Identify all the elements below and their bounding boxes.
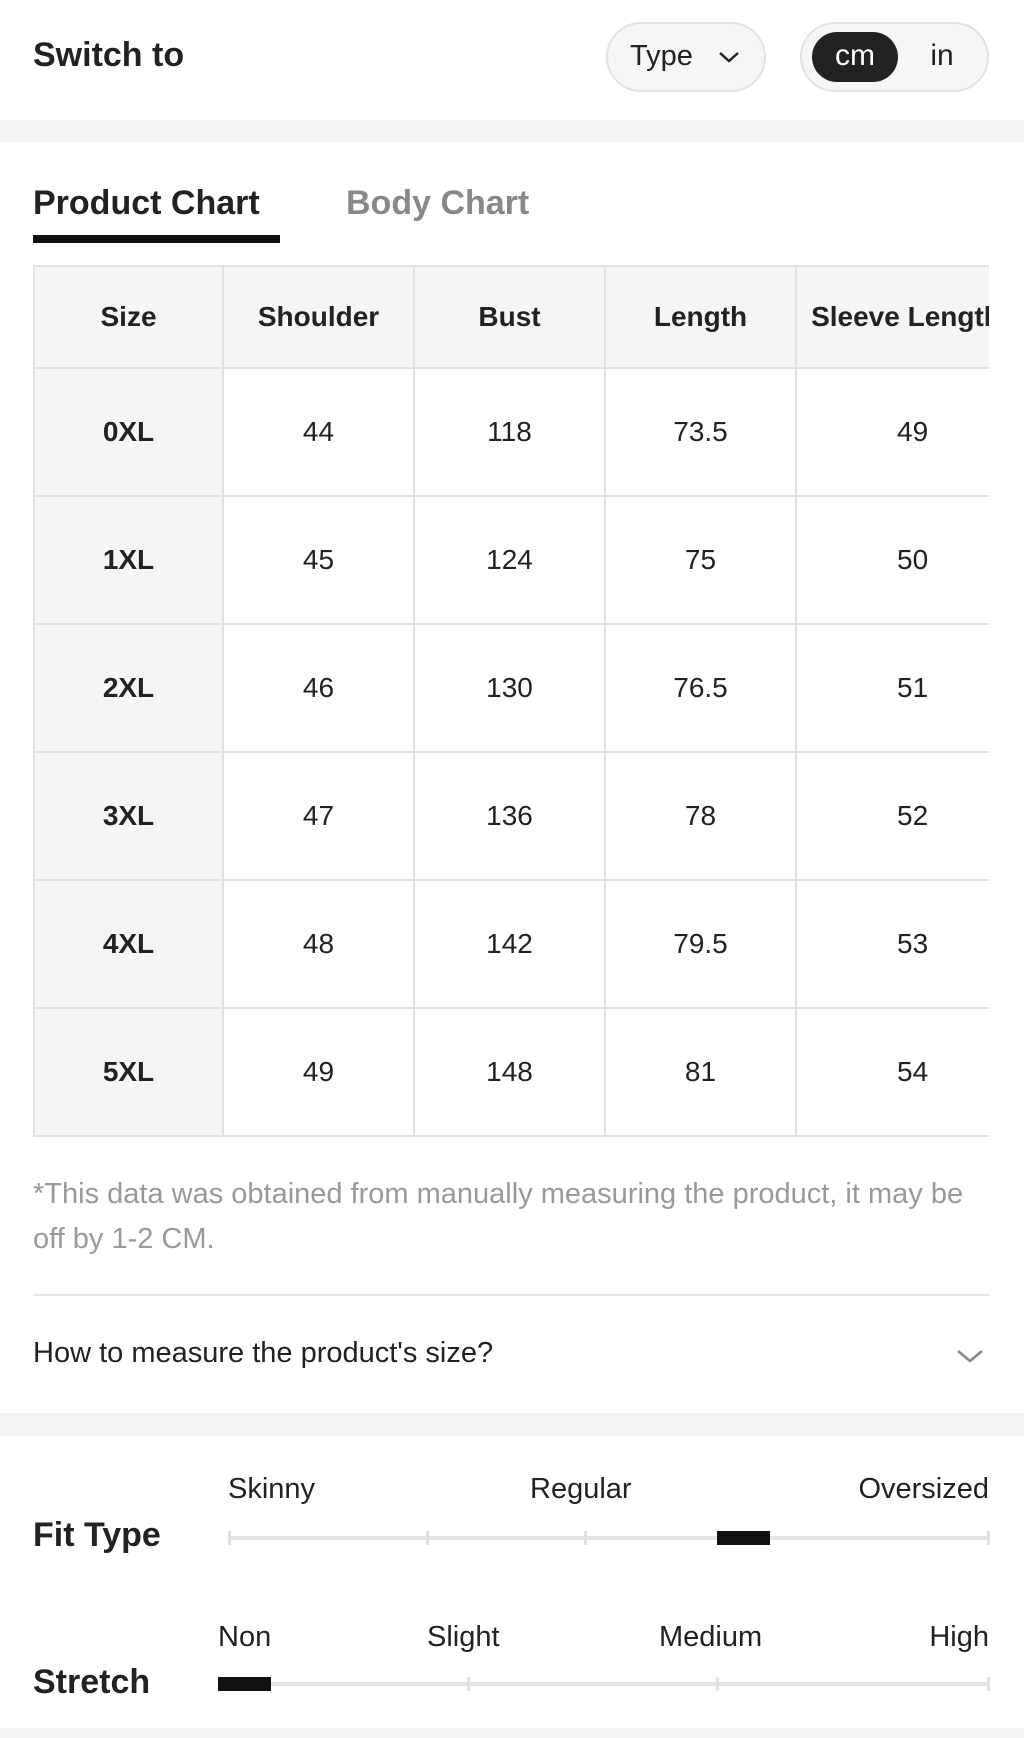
header-title: Switch to	[33, 36, 185, 74]
tick	[426, 1531, 429, 1545]
tick	[467, 1677, 470, 1691]
scale-label: Skinny	[228, 1473, 316, 1505]
note: *This data was obtained from manually me…	[33, 1178, 964, 1255]
table-wrap: Size Shoulder Bust Length Sleeve Length 0XL 44…	[33, 265, 989, 1137]
tick	[228, 1531, 231, 1545]
accordion-chevron[interactable]	[956, 1348, 984, 1364]
tab-underline	[33, 235, 280, 243]
column-header: Shoulder	[222, 265, 415, 369]
tick	[987, 1531, 990, 1545]
tab[interactable]: Body Chart	[346, 184, 530, 222]
value-cell: 54	[795, 1007, 989, 1137]
scale-label: High	[929, 1621, 989, 1653]
value-cell: 73.5	[604, 367, 797, 497]
column-header: Bust	[413, 265, 606, 369]
size-cell: 4XL	[33, 879, 224, 1009]
separator	[0, 1728, 1024, 1738]
unit-switch: cm in	[800, 22, 989, 92]
scale-label: Oversized	[858, 1473, 989, 1505]
fit-indicator	[717, 1531, 770, 1545]
table-row: 4XL 48 142 79.5 53	[33, 879, 989, 1009]
value-cell: 124	[413, 495, 606, 625]
unit-selected	[812, 32, 898, 82]
size-cell: 2XL	[33, 623, 224, 753]
type-label: Type	[630, 40, 693, 72]
separator	[0, 120, 1024, 142]
scale-label: Medium	[659, 1621, 763, 1653]
table-row: 1XL 45 124 75 50	[33, 495, 989, 625]
column-header: Sleeve Length	[795, 265, 989, 369]
size-cell: 5XL	[33, 1007, 224, 1137]
header-row: Size Shoulder Bust Length Sleeve Length	[33, 265, 989, 369]
table-row: 2XL 46 130 76.5 51	[33, 623, 989, 753]
value-cell: 51	[795, 623, 989, 753]
accordion-title[interactable]: How to measure the product's size?	[33, 1337, 494, 1369]
value-cell: 44	[222, 367, 415, 497]
value-cell: 53	[795, 879, 989, 1009]
value-cell: 49	[795, 367, 989, 497]
value-cell: 45	[222, 495, 415, 625]
size-cell: 0XL	[33, 367, 224, 497]
column-header: Length	[604, 265, 797, 369]
stretch-track	[218, 1682, 989, 1686]
size-table: Size Shoulder Bust Length Sleeve Length 0XL 44…	[33, 265, 989, 1137]
chevron	[719, 52, 739, 63]
table-row: 3XL 47 136 78 52	[33, 751, 989, 881]
column-header: Size	[33, 265, 224, 369]
stretch-indicator	[218, 1677, 271, 1691]
value-cell: 48	[222, 879, 415, 1009]
value-cell: 81	[604, 1007, 797, 1137]
value-cell: 76.5	[604, 623, 797, 753]
tick	[584, 1531, 587, 1545]
scale-label: Non	[218, 1621, 272, 1653]
value-cell: 118	[413, 367, 606, 497]
value-cell: 136	[413, 751, 606, 881]
scale-label: Regular	[530, 1473, 632, 1505]
scale-label: Slight	[427, 1621, 500, 1653]
table-row: 5XL 49 148 81 54	[33, 1007, 989, 1137]
value-cell: 148	[413, 1007, 606, 1137]
value-cell: 46	[222, 623, 415, 753]
tick	[987, 1677, 990, 1691]
fit-track	[229, 1536, 989, 1540]
value-cell: 52	[795, 751, 989, 881]
table-row: 0XL 44 118 73.5 49	[33, 367, 989, 497]
value-cell: 50	[795, 495, 989, 625]
size-cell: 3XL	[33, 751, 224, 881]
value-cell: 49	[222, 1007, 415, 1137]
tab-active[interactable]: Product Chart	[33, 184, 260, 222]
type-button[interactable]: Type	[606, 22, 766, 92]
unit-in[interactable]: in	[930, 39, 954, 72]
value-cell: 78	[604, 751, 797, 881]
size-cell: 1XL	[33, 495, 224, 625]
value-cell: 75	[604, 495, 797, 625]
separator	[0, 1413, 1024, 1436]
value-cell: 130	[413, 623, 606, 753]
tick	[716, 1677, 719, 1691]
value-cell: 79.5	[604, 879, 797, 1009]
divider	[33, 1294, 989, 1296]
stretch-label: Stretch	[33, 1663, 151, 1701]
value-cell: 47	[222, 751, 415, 881]
unit-cm[interactable]: cm	[835, 39, 875, 72]
fit-type-label: Fit Type	[33, 1516, 161, 1554]
value-cell: 142	[413, 879, 606, 1009]
